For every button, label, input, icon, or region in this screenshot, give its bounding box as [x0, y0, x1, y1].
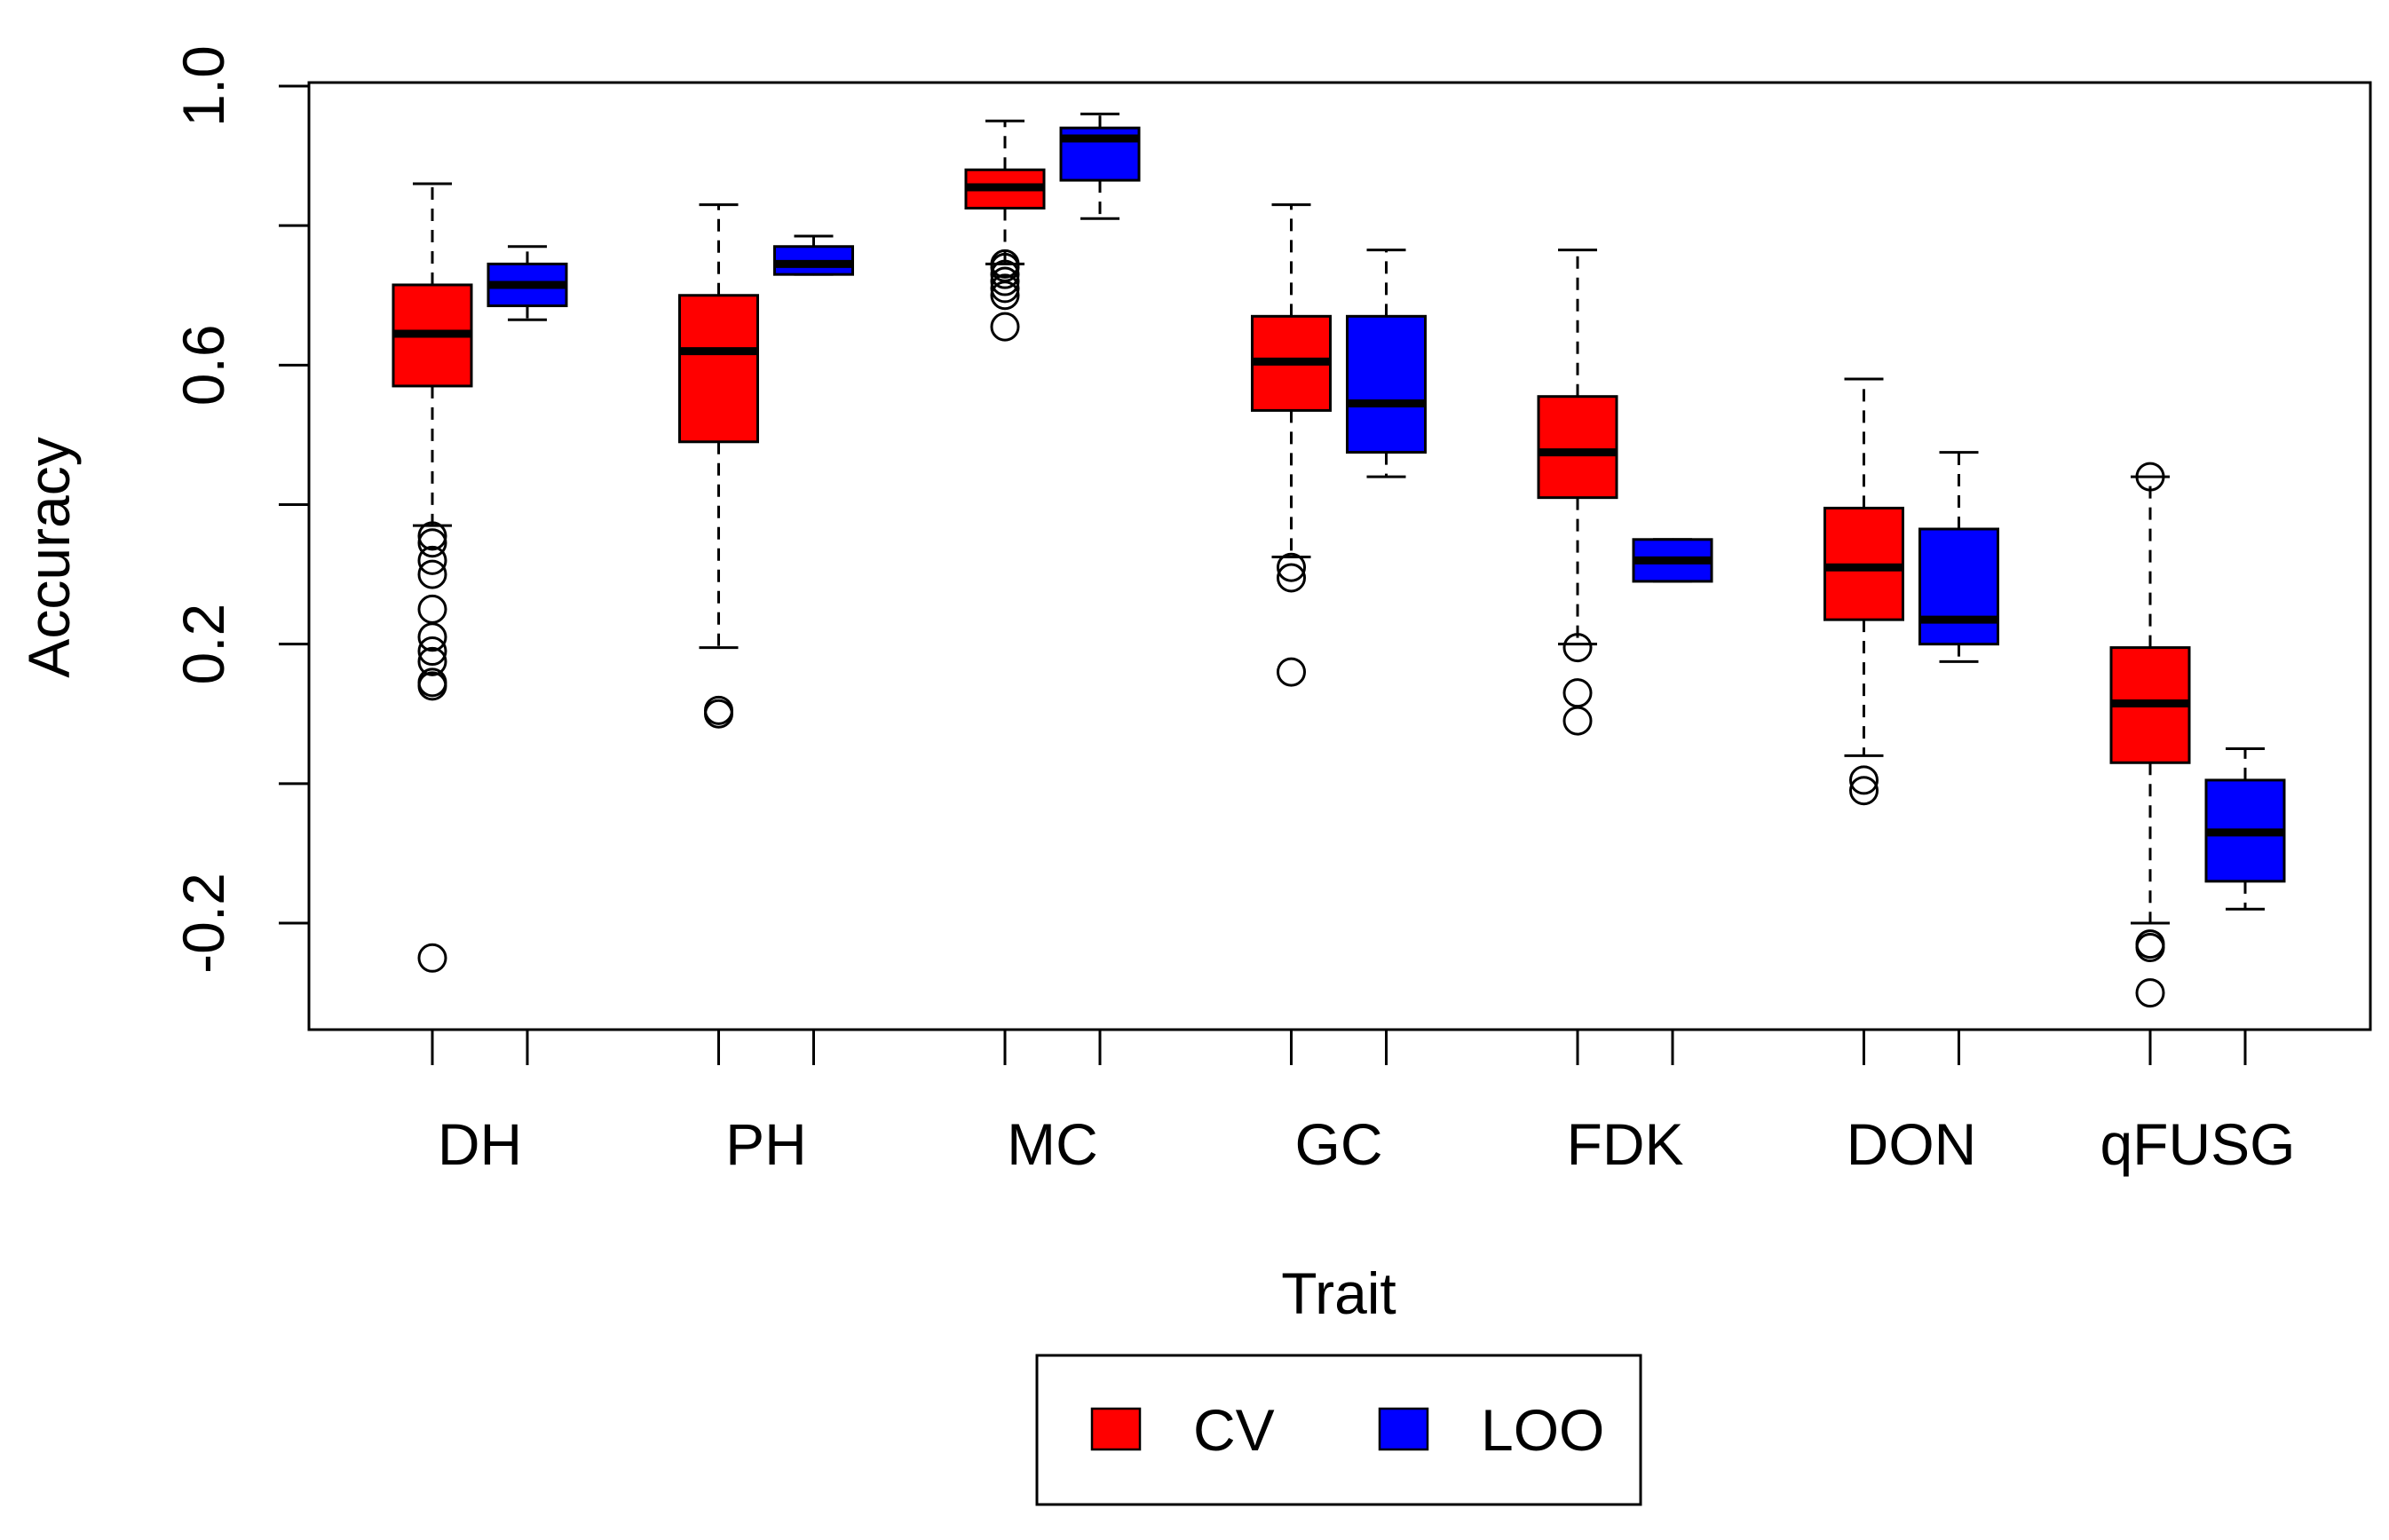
box-iqr [1918, 527, 1999, 646]
outlier-point [417, 622, 447, 652]
box-cv-fdk [1537, 249, 1618, 736]
outlier-point [417, 671, 447, 701]
x-axis: DH PH MC GC FDK DON qFUSG [431, 1030, 2296, 1177]
outlier-point [1562, 706, 1593, 736]
outlier-point [2135, 462, 2165, 492]
box-loo-fdk [1632, 538, 1713, 583]
outlier-point [417, 559, 447, 589]
x-tick-label: PH [725, 1111, 807, 1177]
box-cv-ph [678, 203, 759, 729]
outlier-point [417, 521, 447, 551]
legend: CV LOO [1035, 1354, 1642, 1506]
box-loo-ph [773, 234, 854, 276]
box-cv-qfusg [2109, 462, 2191, 1008]
x-tick-label: MC [1007, 1111, 1098, 1177]
outlier-point [1562, 678, 1593, 708]
y-axis: -0.2 0.2 0.6 1.0 [170, 45, 311, 974]
box-iqr [678, 294, 759, 444]
outlier-point [990, 273, 1020, 304]
legend-swatch-loo [1378, 1407, 1429, 1451]
outlier-point [417, 594, 447, 624]
box-cv-dh [392, 182, 473, 973]
box-loo-mc [1059, 112, 1141, 220]
outlier-point [990, 280, 1020, 311]
y-tick-label: 1.0 [170, 45, 236, 127]
y-tick-label: 0.2 [170, 604, 236, 685]
box-iqr [1346, 314, 1427, 454]
box-loo-don [1918, 451, 1999, 663]
x-tick-label: FDK [1567, 1111, 1684, 1177]
x-tick-label: DON [1847, 1111, 1977, 1177]
outlier-point [417, 943, 447, 973]
outlier-point [704, 699, 733, 729]
outlier-point [1277, 552, 1306, 582]
outlier-point [1277, 657, 1306, 687]
plot-frame [307, 81, 2372, 1031]
box-loo-qfusg [2204, 747, 2286, 911]
box-loo-dh [487, 245, 568, 321]
outlier-point [417, 528, 447, 558]
outlier-point [2135, 933, 2165, 963]
legend-label-loo: LOO [1481, 1397, 1604, 1463]
y-tick-label: 0.6 [170, 324, 236, 406]
outlier-point [1849, 776, 1879, 806]
outlier-point [2135, 978, 2165, 1008]
x-tick-label: DH [438, 1111, 522, 1177]
y-tick-label: -0.2 [170, 873, 236, 974]
outlier-point [417, 636, 447, 667]
legend-frame [1035, 1354, 1642, 1506]
outlier-point [417, 646, 447, 676]
x-axis-label: Trait [1281, 1260, 1396, 1326]
box-loo-gc [1346, 249, 1427, 478]
legend-swatch-cv [1090, 1407, 1142, 1451]
outlier-point [1849, 765, 1879, 795]
box-cv-mc [964, 119, 1046, 342]
outlier-point [417, 545, 447, 575]
outlier-point [990, 266, 1020, 296]
x-tick-label: qFUSG [2100, 1111, 2295, 1177]
box-series [392, 112, 2286, 1008]
outlier-point [1277, 563, 1306, 593]
outlier-point [1562, 633, 1593, 663]
box-iqr [1537, 395, 1618, 500]
y-axis-label: Accuracy [16, 437, 82, 677]
outlier-point [990, 312, 1020, 342]
outlier-point [990, 259, 1020, 289]
box-cv-gc [1251, 203, 1332, 687]
legend-label-cv: CV [1193, 1397, 1275, 1463]
box-cv-don [1823, 377, 1904, 806]
x-tick-label: GC [1295, 1111, 1383, 1177]
